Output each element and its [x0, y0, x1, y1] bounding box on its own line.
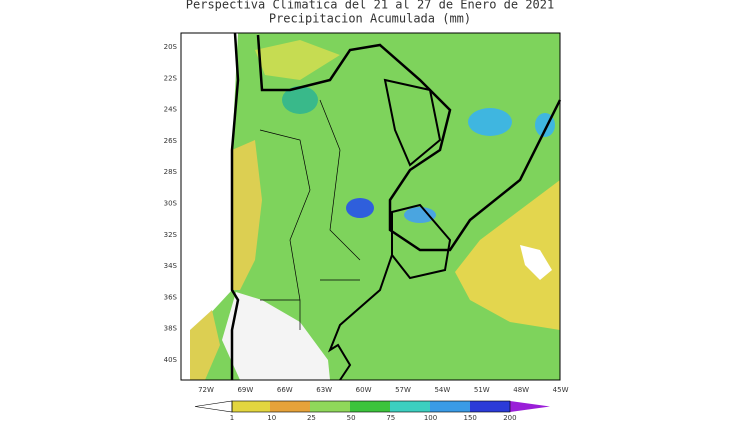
border — [383, 78, 442, 167]
lon-label: 60W — [356, 386, 372, 394]
border — [256, 34, 562, 252]
wet-spot — [282, 86, 318, 114]
wet-spot — [468, 108, 512, 136]
lon-label: 45W — [553, 386, 569, 394]
colorbar-label: 150 — [464, 414, 477, 422]
lon-label: 48W — [513, 386, 529, 394]
province-lines — [259, 99, 361, 330]
colorbar-segment — [430, 401, 470, 412]
colorbar-frame — [231, 400, 511, 413]
colorbar-label: 75 — [386, 414, 395, 422]
colorbar-segment — [390, 401, 430, 412]
colorbar-label: 1 — [230, 414, 234, 422]
lat-label: 34S — [164, 262, 178, 270]
wet-spot — [346, 198, 374, 218]
border — [230, 32, 240, 380]
dry-spot — [520, 245, 552, 280]
dry-zone — [222, 292, 330, 380]
border — [327, 254, 393, 381]
colorbar-label: 10 — [267, 414, 276, 422]
lat-label: 26S — [164, 137, 178, 145]
colorbar-label: 50 — [347, 414, 356, 422]
lat-label: 28S — [164, 168, 178, 176]
colorbar-segment — [470, 401, 510, 412]
lat-label: 20S — [164, 43, 178, 51]
lon-label: 69W — [237, 386, 253, 394]
colorbar-segment — [350, 401, 390, 412]
map-frame — [180, 32, 561, 381]
lon-label: 54W — [434, 386, 450, 394]
colorbar-arrow — [510, 401, 550, 412]
colorbar-label: 25 — [307, 414, 316, 422]
lon-label: 57W — [395, 386, 411, 394]
yellow-zone — [232, 140, 262, 290]
yellow-zone — [190, 310, 220, 380]
colorbar-segment — [232, 401, 270, 412]
lon-label: 63W — [316, 386, 332, 394]
lat-label: 38S — [164, 325, 178, 333]
colorbar-segment — [270, 401, 310, 412]
lon-label: 51W — [474, 386, 490, 394]
yellow-zone — [455, 180, 560, 330]
lat-label: 22S — [164, 74, 178, 82]
colorbar-arrow — [194, 400, 233, 413]
light-zone — [255, 40, 340, 80]
lat-label: 24S — [164, 106, 178, 114]
lat-label: 30S — [164, 200, 178, 208]
lat-label: 36S — [164, 293, 178, 301]
lon-label: 72W — [198, 386, 214, 394]
wet-spot — [404, 207, 436, 223]
lon-label: 66W — [277, 386, 293, 394]
colorbar-label: 200 — [503, 414, 516, 422]
colorbar-segment — [310, 401, 350, 412]
title-line2: Precipitacion Acumulada (mm) — [269, 12, 471, 26]
colorbar-label: 100 — [424, 414, 437, 422]
lat-label: 40S — [164, 356, 178, 364]
lat-label: 32S — [164, 231, 178, 239]
title-line1: Perspectiva Climatica del 21 al 27 de En… — [186, 0, 554, 12]
